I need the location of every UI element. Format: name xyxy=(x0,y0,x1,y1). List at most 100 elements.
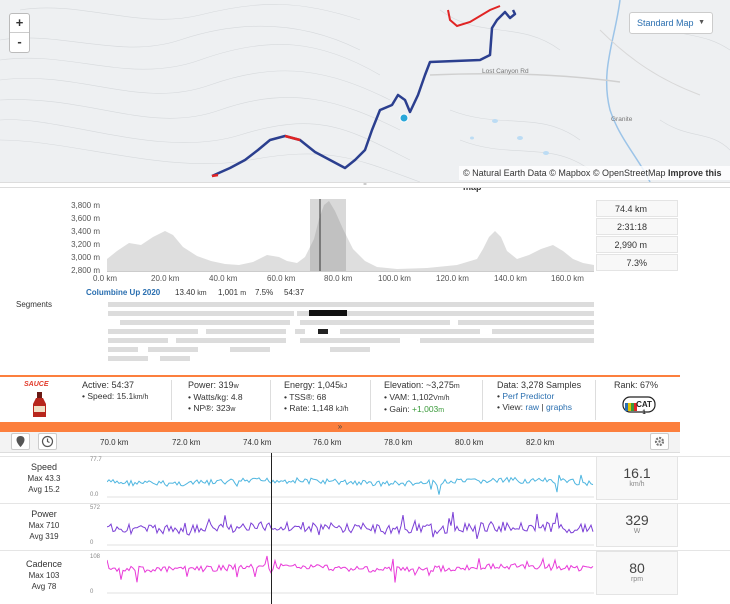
segment-bar[interactable] xyxy=(330,347,370,352)
cadence-current-value: 80 xyxy=(629,560,645,576)
cadence-ymax: 108 xyxy=(90,554,101,560)
power-stream-line xyxy=(107,511,594,540)
stats-top-border xyxy=(0,375,680,377)
segments-label: Segments xyxy=(16,300,53,309)
segment-bar[interactable] xyxy=(295,329,305,334)
segment-bar[interactable] xyxy=(230,347,270,352)
stat-divider xyxy=(270,380,271,420)
power-max: 710 xyxy=(46,521,60,530)
sauce-bottle-icon xyxy=(33,392,46,417)
elevation-chart[interactable] xyxy=(107,199,594,271)
segment-bar[interactable] xyxy=(300,320,450,325)
elev-ytick: 3,600 m xyxy=(71,214,100,223)
segment-bar[interactable] xyxy=(108,311,294,316)
segment-bar[interactable] xyxy=(160,356,190,361)
segment-bar[interactable] xyxy=(318,329,328,334)
map-pin-icon[interactable] xyxy=(11,433,30,450)
stat-active-label: Active: xyxy=(82,380,110,390)
stat-rate-unit: kJ/h xyxy=(335,406,349,413)
stat-elevation: Elevation: ~3,275m • VAM: 1,102Vm/h • Ga… xyxy=(384,380,460,414)
segment-bar[interactable] xyxy=(340,329,480,334)
segment-bar[interactable] xyxy=(108,338,168,343)
caret-down-icon: ▼ xyxy=(698,19,705,26)
speed-avg-label: Avg xyxy=(28,485,42,494)
gear-icon[interactable] xyxy=(650,433,669,450)
elev-ytick: 3,800 m xyxy=(71,201,100,210)
zoom-in-button[interactable]: + xyxy=(10,14,29,33)
segment-name[interactable]: Columbine Up 2020 xyxy=(86,288,161,297)
view-raw-link[interactable]: raw xyxy=(525,402,540,412)
stat-wkg-value: 4.8 xyxy=(230,392,243,402)
segment-grade: 7.5% xyxy=(255,288,274,297)
speed-stream-chart[interactable] xyxy=(107,458,594,498)
stat-divider xyxy=(482,380,483,420)
segment-bar[interactable] xyxy=(458,320,594,325)
segment-bar[interactable] xyxy=(108,302,594,307)
segment-distance-unit: km xyxy=(197,290,207,297)
map-terrain xyxy=(0,0,730,182)
stat-data-label: Data: xyxy=(497,380,519,390)
speed-ymax: 77.7 xyxy=(90,457,102,463)
segment-bar[interactable] xyxy=(297,311,594,316)
cat-badge-num: 1 xyxy=(642,410,646,416)
segment-bar[interactable] xyxy=(176,338,286,343)
stream-xtick: 82.0 km xyxy=(526,438,555,447)
segment-bar[interactable] xyxy=(108,356,148,361)
power-label: Power Max 710 Avg 319 xyxy=(18,509,70,542)
row-separator xyxy=(0,550,730,551)
segment-name-link[interactable]: Columbine Up 2020 xyxy=(86,288,160,297)
elevation-selection[interactable] xyxy=(310,199,346,271)
map-resize-handle[interactable]: = xyxy=(0,182,730,188)
segment-bar[interactable] xyxy=(300,338,400,343)
stat-np-label: NP®: xyxy=(193,403,214,413)
stat-wkg-label: Watts/kg: xyxy=(193,392,229,402)
stream-xtick: 76.0 km xyxy=(313,438,342,447)
stat-elevation-label: Elevation: xyxy=(384,380,424,390)
selection-grade: 7.3% xyxy=(596,254,678,271)
map-style-dropdown[interactable]: Standard Map ▼ xyxy=(629,12,713,34)
clock-icon[interactable] xyxy=(38,433,57,450)
cadence-stream-line xyxy=(107,555,594,583)
stat-energy-label: Energy: xyxy=(284,380,316,390)
segment-bar-selected[interactable] xyxy=(309,310,347,316)
elev-xtick: 140.0 km xyxy=(494,274,527,283)
stat-gain-unit: m xyxy=(438,407,445,414)
cadence-label: Cadence Max 103 Avg 78 xyxy=(18,559,70,592)
cat-rank-badge[interactable]: CAT 1 xyxy=(622,394,656,416)
segment-bar[interactable] xyxy=(420,338,594,343)
attr-mapbox[interactable]: © Mapbox xyxy=(549,168,591,178)
segment-bar[interactable] xyxy=(108,347,138,352)
selection-time: 2:31:18 xyxy=(596,218,678,235)
stat-elevation-unit: m xyxy=(453,383,460,390)
stat-power: Power: 319w • Watts/kg: 4.8 • NP®: 323w xyxy=(188,380,243,413)
stats-collapse-button[interactable]: » xyxy=(0,422,680,432)
stream-xtick: 78.0 km xyxy=(384,438,413,447)
stat-power-value: 319 xyxy=(218,380,234,390)
stat-vam-label: VAM: xyxy=(389,392,410,402)
speed-label: Speed Max 43.3 Avg 15.2 xyxy=(18,462,70,495)
stat-data-value: 3,278 Samples xyxy=(521,380,582,390)
segment-bar[interactable] xyxy=(206,329,286,334)
segment-bar[interactable] xyxy=(148,347,198,352)
row-separator xyxy=(0,503,730,504)
segment-bar[interactable] xyxy=(108,329,198,334)
stat-divider xyxy=(370,380,371,420)
power-ymin: 0 xyxy=(90,540,94,546)
attr-natural-earth[interactable]: © Natural Earth Data xyxy=(463,168,547,178)
elev-ytick: 3,200 m xyxy=(71,240,100,249)
power-stream-chart[interactable] xyxy=(107,506,594,546)
cadence-stream-chart[interactable] xyxy=(107,554,594,594)
view-graphs-link[interactable]: graphs xyxy=(546,402,573,412)
zoom-out-button[interactable]: - xyxy=(17,34,22,49)
elev-ytick: 3,000 m xyxy=(71,253,100,262)
segment-bar[interactable] xyxy=(492,329,594,334)
selection-distance: 74.4 km xyxy=(596,200,678,217)
perf-predictor-link[interactable]: Perf Predictor xyxy=(502,391,555,401)
attr-osm[interactable]: © OpenStreetMap xyxy=(592,168,666,178)
speed-current: 16.1 km/h xyxy=(596,456,678,500)
stat-rate-value: 1,148 xyxy=(312,403,334,413)
segment-bar[interactable] xyxy=(120,320,290,325)
route-map[interactable]: Lost Canyon Rd Granite xyxy=(0,0,730,182)
cadence-max-label: Max xyxy=(28,571,44,580)
row-separator xyxy=(0,456,730,457)
